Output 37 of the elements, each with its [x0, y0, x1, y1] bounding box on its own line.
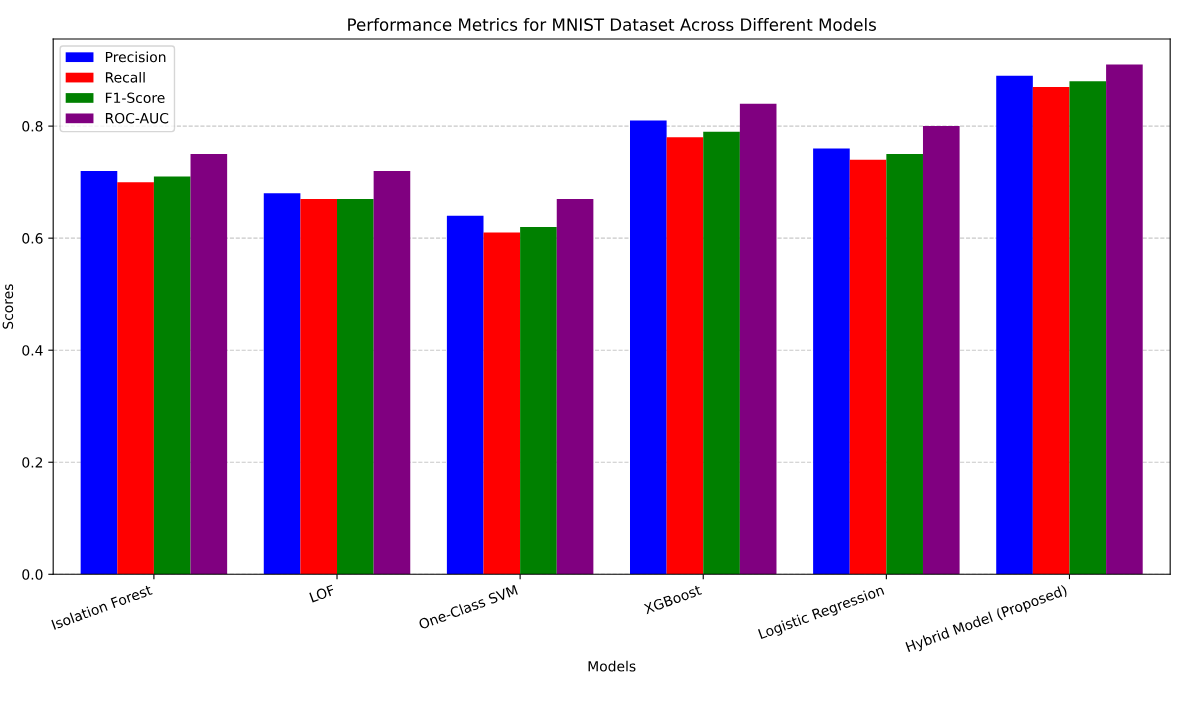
bar — [117, 182, 154, 575]
chart-title: Performance Metrics for MNIST Dataset Across Different Models — [348, 18, 876, 31]
bar — [703, 131, 740, 575]
bar — [630, 120, 667, 575]
bar — [1106, 64, 1143, 575]
bar — [337, 198, 374, 575]
bar — [153, 176, 191, 575]
bar — [556, 198, 594, 575]
legend-label: Recall — [105, 71, 145, 83]
bar — [849, 159, 887, 575]
bar — [886, 154, 923, 575]
bar — [483, 232, 521, 575]
bar — [80, 170, 118, 575]
y-tick-label: 0.4 — [22, 345, 43, 356]
y-axis-title: Scores — [2, 284, 14, 329]
bar — [1032, 86, 1070, 575]
y-tick-label: 0.0 — [22, 569, 43, 580]
bar — [666, 137, 704, 575]
bar — [190, 154, 228, 575]
bar — [446, 215, 484, 575]
x-tick-label: LOF — [309, 584, 336, 603]
bar — [996, 75, 1033, 575]
bar — [373, 170, 411, 575]
y-tick-label: 0.6 — [22, 233, 43, 244]
bar — [813, 148, 850, 575]
legend-label: ROC-AUC — [105, 112, 169, 124]
bar — [739, 103, 777, 575]
bar — [300, 198, 338, 575]
bar — [263, 193, 301, 575]
y-tick-label: 0.8 — [22, 121, 43, 132]
x-axis-title: Models — [588, 660, 636, 672]
bar — [520, 226, 557, 575]
bar — [1069, 81, 1107, 575]
y-tick-label: 0.2 — [22, 457, 43, 468]
bar — [922, 126, 960, 575]
legend-label: Precision — [105, 51, 166, 63]
legend-label: F1-Score — [105, 92, 165, 104]
